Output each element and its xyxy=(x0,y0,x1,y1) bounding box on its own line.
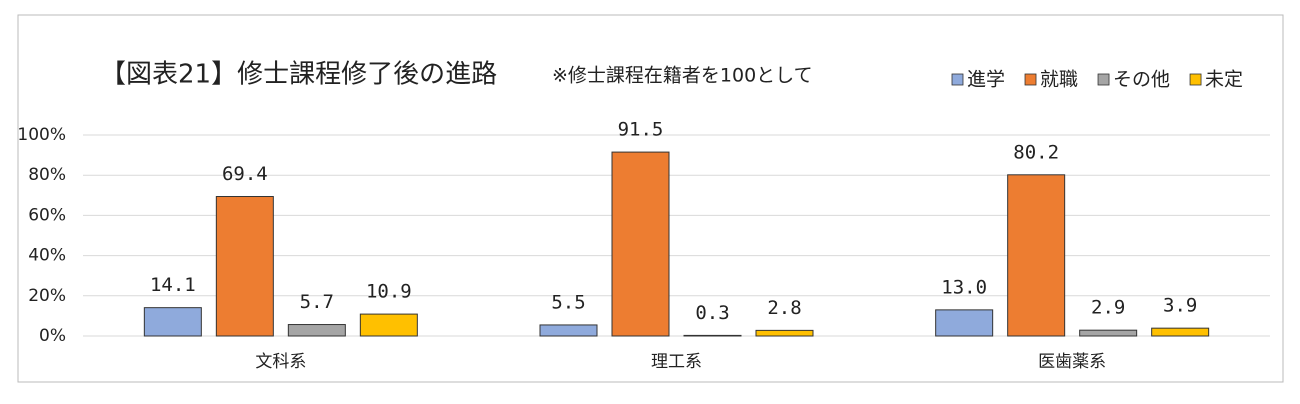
data-label: 91.5 xyxy=(618,119,664,141)
x-tick-label: 理工系 xyxy=(651,352,702,372)
y-tick-label: 0% xyxy=(39,326,66,346)
x-tick-label: 医歯薬系 xyxy=(1038,352,1106,372)
legend-swatch xyxy=(1189,73,1202,86)
legend-swatch xyxy=(1024,73,1037,86)
bar xyxy=(359,313,418,337)
y-tick-label: 40% xyxy=(28,246,66,266)
y-tick-label: 20% xyxy=(28,286,66,306)
bar xyxy=(539,324,598,337)
data-label: 2.9 xyxy=(1091,297,1125,319)
legend-label: 未定 xyxy=(1205,69,1243,91)
data-label: 80.2 xyxy=(1013,141,1059,163)
bar xyxy=(611,151,670,337)
bar xyxy=(287,324,346,337)
y-tick-label: 100% xyxy=(17,125,66,145)
chart-title: 【図表21】修士課程修了後の進路 xyxy=(100,60,497,90)
chart-subtitle: ※修士課程在籍者を100として xyxy=(552,65,813,87)
bar xyxy=(683,334,742,337)
bar xyxy=(215,196,274,337)
legend-swatch xyxy=(951,73,964,86)
legend-label: 就職 xyxy=(1040,69,1078,91)
bar xyxy=(1151,327,1210,337)
data-label: 3.9 xyxy=(1163,295,1197,317)
data-label: 13.0 xyxy=(941,276,987,298)
bar xyxy=(755,329,814,337)
data-label: 2.8 xyxy=(767,297,801,319)
bar xyxy=(1079,329,1138,337)
data-label: 5.5 xyxy=(551,291,585,313)
bar xyxy=(935,309,994,337)
data-label: 5.7 xyxy=(300,291,334,313)
data-label: 14.1 xyxy=(150,274,196,296)
legend-swatch xyxy=(1097,73,1110,86)
data-label: 10.9 xyxy=(366,281,412,303)
y-tick-label: 60% xyxy=(28,205,66,225)
y-tick-label: 80% xyxy=(28,165,66,185)
bar xyxy=(143,307,202,337)
data-label: 69.4 xyxy=(222,163,268,185)
data-label: 0.3 xyxy=(695,302,729,324)
x-tick-label: 文科系 xyxy=(255,352,306,372)
legend-label: 進学 xyxy=(967,69,1005,91)
bar xyxy=(1007,174,1066,337)
legend-label: その他 xyxy=(1113,69,1170,91)
